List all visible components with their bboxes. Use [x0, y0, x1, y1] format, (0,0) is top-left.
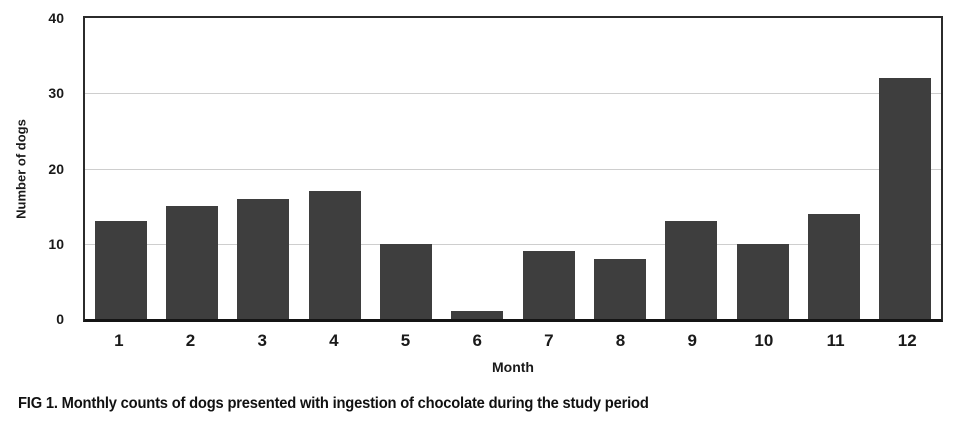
figure-caption: FIG 1. Monthly counts of dogs presented …: [18, 395, 649, 412]
bar-slot-month-3: [228, 18, 299, 319]
bar-month-10: [736, 243, 789, 319]
gridline-30: [85, 93, 941, 95]
bar-month-6: [451, 311, 504, 319]
bar-slot-month-2: [156, 18, 227, 319]
x-tick-label-2: 2: [185, 331, 196, 350]
bar-slot-month-4: [299, 18, 370, 319]
bar-slot-month-6: [442, 18, 513, 319]
x-tick-label-10: 10: [754, 331, 774, 350]
bar-month-2: [165, 206, 218, 319]
plot-area: [83, 16, 943, 322]
x-tick-label-11: 11: [826, 331, 845, 350]
x-tick-label-3: 3: [257, 331, 267, 350]
bar-month-3: [237, 198, 290, 319]
bar-month-5: [379, 243, 432, 319]
y-tick-label-20: 20: [48, 160, 64, 177]
x-tick-label-8: 8: [615, 331, 626, 350]
bar-month-1: [94, 221, 147, 319]
bar-slot-month-11: [798, 18, 869, 319]
bar-slot-month-7: [513, 18, 584, 319]
y-tick-label-30: 30: [48, 85, 64, 102]
bar-month-12: [879, 78, 932, 319]
x-tick-label-9: 9: [687, 331, 697, 350]
bar-month-4: [308, 191, 361, 319]
y-tick-label-10: 10: [48, 235, 64, 252]
bars-container: [85, 18, 941, 319]
bar-month-9: [665, 221, 718, 319]
x-axis-tick-labels: 1 2 3 4 5 6 7 8 9 10 11 12: [83, 331, 943, 351]
y-tick-label-40: 40: [48, 10, 64, 26]
x-tick-label-4: 4: [329, 331, 339, 350]
bar-month-11: [807, 213, 860, 319]
bar-slot-month-8: [584, 18, 655, 319]
x-tick-label-1: 1: [114, 331, 124, 350]
y-tick-label-0: 0: [56, 311, 64, 327]
x-tick-label-12: 12: [897, 331, 917, 350]
bar-slot-month-1: [85, 18, 156, 319]
x-tick-label-7: 7: [544, 331, 554, 350]
x-axis-title: Month: [492, 359, 534, 375]
bar-slot-month-12: [870, 18, 941, 319]
gridline-10: [85, 243, 941, 245]
gridline-20: [85, 168, 941, 170]
bar-slot-month-10: [727, 18, 798, 319]
bar-slot-month-5: [370, 18, 441, 319]
plot-inner: [85, 18, 941, 319]
bar-slot-month-9: [656, 18, 727, 319]
bar-month-8: [593, 258, 646, 319]
bar-month-7: [522, 251, 575, 319]
x-tick-label-5: 5: [400, 331, 411, 350]
x-tick-label-6: 6: [472, 331, 482, 350]
